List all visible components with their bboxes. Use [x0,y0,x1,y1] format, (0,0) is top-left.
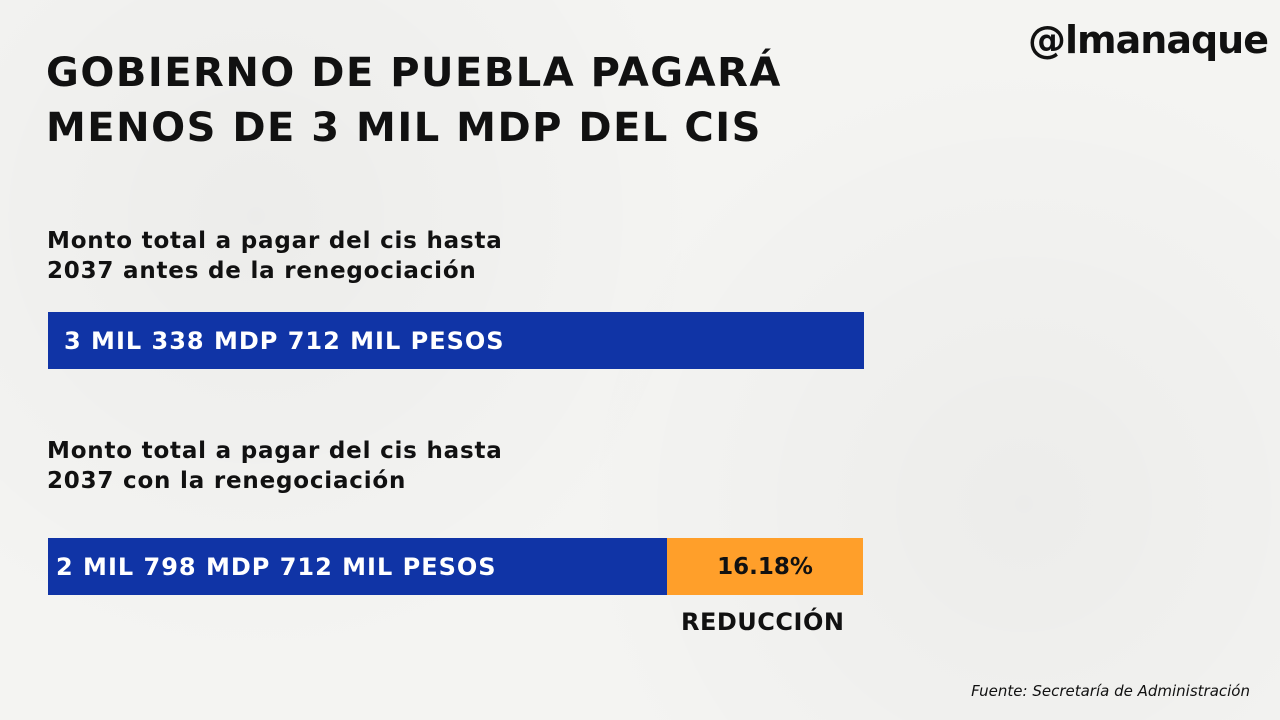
bar-value-label: 3 MIL 338 MDP 712 MIL PESOS [64,326,505,355]
almanaque-logo: @lmanaque [1028,18,1269,62]
bar-value-label: 2 MIL 798 MDP 712 MIL PESOS [56,552,497,581]
page-title: GOBIERNO DE PUEBLA PAGARÁ MENOS DE 3 MIL… [46,46,782,156]
bar-label-line: Monto total a pagar del cis hasta [47,228,503,254]
bar-before: 3 MIL 338 MDP 712 MIL PESOS [48,312,864,369]
bar-label-line: Monto total a pagar del cis hasta [47,438,503,464]
bar-after: 2 MIL 798 MDP 712 MIL PESOS [48,538,667,595]
bar-label-after: Monto total a pagar del cis hasta 2037 c… [47,436,503,496]
source-note: Fuente: Secretaría de Administración [971,682,1250,700]
title-line: GOBIERNO DE PUEBLA PAGARÁ [46,50,782,96]
reduction-bar: 16.18% [667,538,863,595]
reduction-caption: REDUCCIÓN [681,608,845,636]
bar-label-line: 2037 con la renegociación [47,468,407,494]
bar-label-line: 2037 antes de la renegociación [47,258,477,284]
reduction-value: 16.18% [717,553,813,580]
bar-label-before: Monto total a pagar del cis hasta 2037 a… [47,226,503,286]
title-line: MENOS DE 3 MIL MDP DEL CIS [46,105,762,151]
